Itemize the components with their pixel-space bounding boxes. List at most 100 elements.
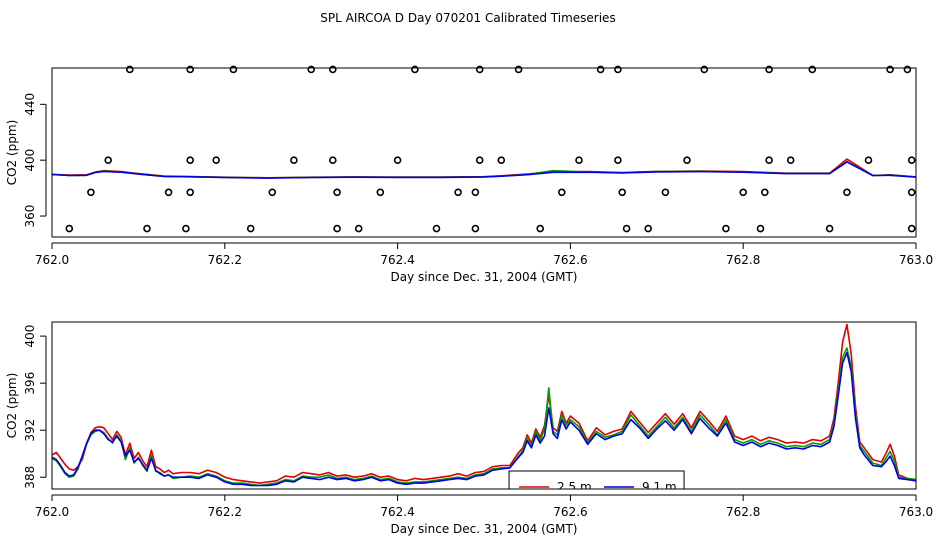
flag-marker: [756, 224, 765, 233]
flag-marker: [432, 224, 441, 233]
flag-marker: [87, 188, 95, 197]
flag-marker: [182, 224, 190, 233]
x-tick-label: 762.0: [35, 253, 69, 267]
flag-marker: [354, 224, 363, 233]
flag-marker: [471, 224, 480, 233]
flag-marker: [907, 224, 916, 233]
x-tick-label: 762.6: [553, 505, 587, 519]
flag-marker: [907, 156, 916, 164]
flag-marker: [186, 188, 194, 197]
x-tick-label: 763.0: [899, 253, 933, 267]
flag-marker: [454, 188, 462, 197]
flag-marker: [475, 65, 484, 74]
flag-marker: [907, 188, 916, 197]
flag-marker: [186, 156, 194, 164]
flag-marker: [700, 65, 709, 74]
flag-marker: [760, 188, 769, 197]
x-axis: 762.0 762.2 762.4 762.6 762.8 763.0 Day since …: [35, 242, 933, 284]
upper-panel: 762.0 762.2 762.4 762.6 762.8 763.0 Day since …: [5, 65, 933, 284]
y-tick-label: 440: [23, 93, 37, 116]
x-axis-title: Day since Dec. 31, 2004 (GMT): [391, 270, 578, 284]
flag-marker: [143, 224, 151, 233]
x-tick-label: 762.4: [380, 253, 414, 267]
flag-marker: [808, 65, 817, 74]
y-tick-label: 400: [23, 325, 37, 348]
flag-marker: [575, 156, 583, 164]
y-axis-title: CO2 (ppm): [5, 120, 19, 186]
flag-marker: [514, 65, 523, 74]
y-tick-label: 400: [23, 149, 37, 172]
series-line-red: [52, 158, 916, 179]
x-tick-label: 762.0: [35, 505, 69, 519]
flag-marker: [614, 156, 622, 164]
legend: 2.5 m 9.1 m: [508, 470, 685, 494]
y-axis: 360 400 440 CO2 (ppm): [5, 93, 47, 228]
flag-marker: [333, 224, 341, 233]
series-line-green: [52, 347, 916, 487]
y-axis-title: CO2 (ppm): [5, 373, 19, 439]
y-tick-label: 360: [23, 205, 37, 228]
x-tick-label: 763.0: [899, 505, 933, 519]
flag-marker: [290, 156, 298, 164]
flag-marker: [536, 224, 545, 233]
flag-marker: [618, 188, 627, 197]
y-tick-label: 396: [23, 372, 37, 395]
flag-marker: [164, 188, 173, 197]
flag-marker: [557, 188, 566, 197]
flag-marker: [614, 65, 622, 74]
x-axis: 762.0 762.2 762.4 762.6 762.8 763.0 Day since …: [35, 494, 933, 536]
series-line-green: [52, 160, 916, 179]
x-axis-title: Day since Dec. 31, 2004 (GMT): [391, 522, 578, 536]
flag-marker: [765, 65, 773, 74]
flag-marker: [393, 156, 402, 164]
flag-marker: [683, 156, 691, 164]
series-line-blue: [52, 161, 916, 179]
data-layer: [52, 323, 916, 487]
y-axis: 388 392 396 400 CO2 (ppm): [5, 325, 47, 489]
flag-marker: [786, 156, 795, 164]
figure-title: SPL AIRCOA D Day 070201 Calibrated Times…: [320, 11, 615, 25]
flag-marker: [268, 188, 277, 197]
flag-marker: [328, 65, 337, 74]
flag-marker: [475, 156, 484, 164]
flag-marker: [596, 65, 605, 74]
flag-marker: [661, 188, 670, 197]
flag-marker: [411, 65, 419, 74]
legend-box: [508, 470, 685, 489]
flag-marker: [903, 65, 912, 74]
legend-entry-0: 2.5 m: [557, 480, 592, 494]
flag-marker: [722, 224, 730, 233]
x-tick-label: 762.6: [553, 253, 587, 267]
flag-marker: [825, 224, 834, 233]
flag-marker: [497, 156, 506, 164]
y-tick-label: 388: [23, 466, 37, 489]
series-line-red: [52, 323, 916, 484]
plot-frame: [51, 67, 917, 238]
legend-entry-1: 9.1 m: [642, 480, 677, 494]
flag-marker: [376, 188, 385, 197]
flag-marker: [886, 65, 894, 74]
flag-marker: [471, 188, 480, 197]
flag-marker: [644, 224, 653, 233]
flag-marker: [65, 224, 74, 233]
data-layer: [52, 158, 916, 179]
x-tick-label: 762.8: [726, 253, 760, 267]
x-tick-label: 762.4: [380, 505, 414, 519]
flag-marker: [246, 224, 255, 233]
plot-frame: [51, 321, 917, 490]
flag-marker: [126, 65, 134, 74]
flag-marker: [333, 188, 341, 197]
flag-marker: [212, 156, 220, 164]
series-line-blue: [52, 351, 916, 487]
flag-marker: [864, 156, 873, 164]
lower-panel: 2.5 m 9.1 m 762.0 762.2 762.4 762.6 762.8 763.0…: [5, 321, 933, 536]
flag-marker: [229, 65, 238, 74]
flag-marker: [843, 188, 851, 197]
flag-marker: [186, 65, 194, 74]
x-tick-label: 762.2: [208, 253, 242, 267]
flag-marker: [328, 156, 337, 164]
x-tick-label: 762.8: [726, 505, 760, 519]
flag-marker: [104, 156, 112, 164]
x-tick-label: 762.2: [208, 505, 242, 519]
